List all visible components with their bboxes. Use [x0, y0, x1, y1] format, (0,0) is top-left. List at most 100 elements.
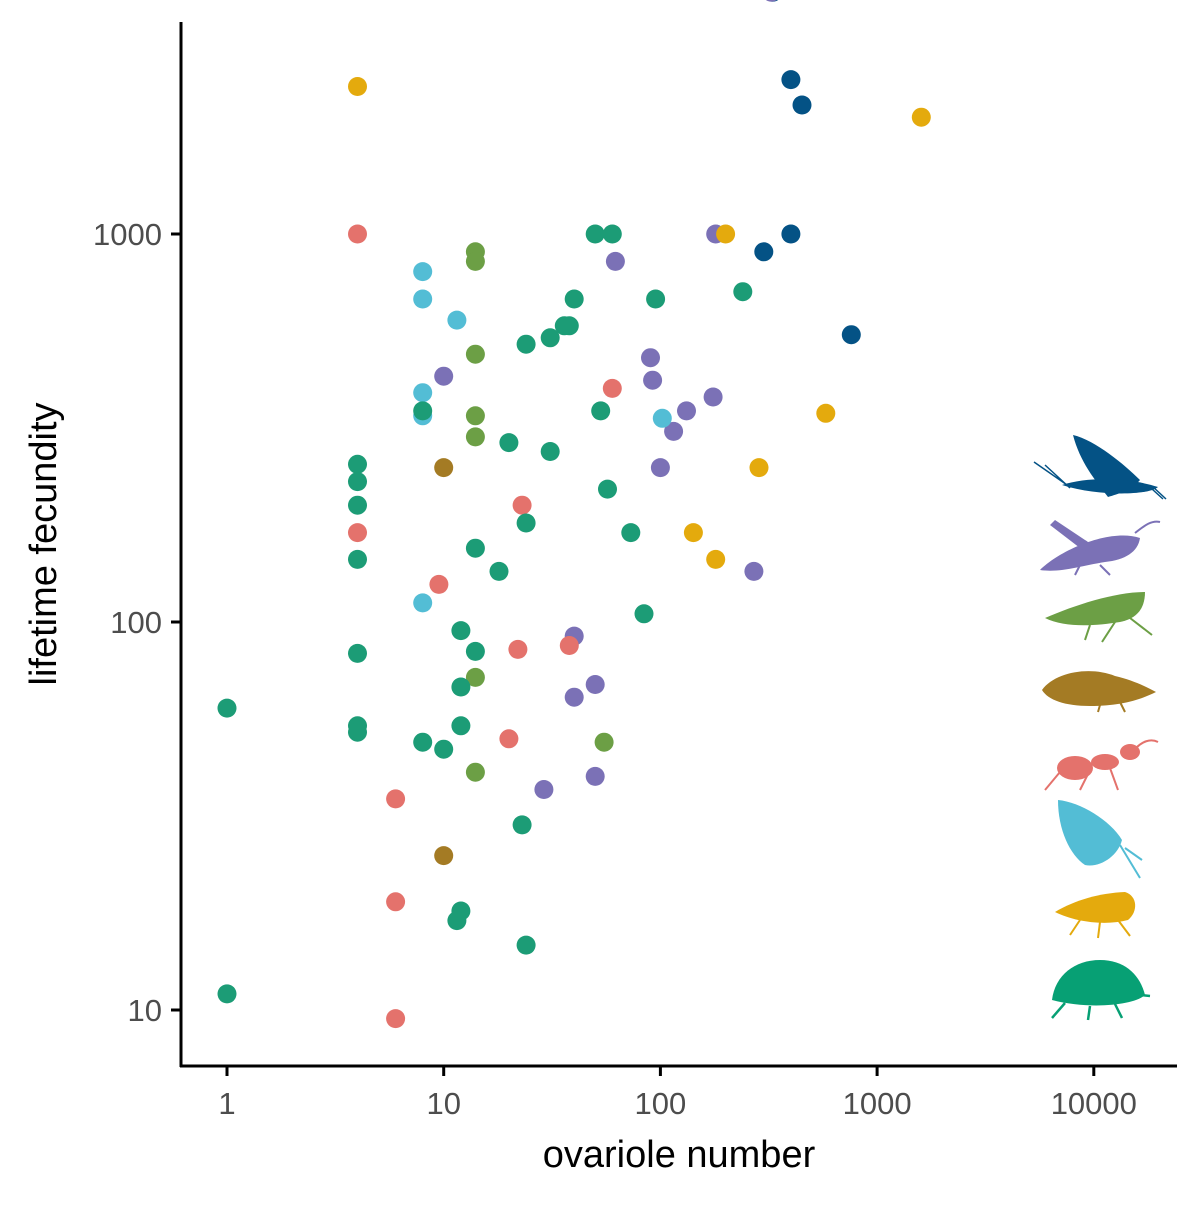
data-point — [434, 458, 454, 478]
data-point — [348, 549, 367, 569]
bedbug-icon — [1042, 671, 1156, 713]
data-point — [451, 677, 471, 697]
data-point — [652, 408, 672, 428]
data-point — [499, 433, 519, 453]
leafhopper-icon — [1045, 592, 1153, 643]
data-point — [703, 387, 723, 407]
data-point — [911, 107, 931, 127]
data-point — [508, 639, 528, 659]
x-tick-label: 1 — [218, 1086, 235, 1121]
data-point — [585, 766, 605, 786]
y-tick-label: 100 — [110, 605, 162, 640]
data-point — [465, 344, 485, 364]
data-point — [465, 406, 485, 426]
data-point — [465, 762, 485, 782]
data-point — [413, 262, 433, 282]
data-point — [646, 289, 666, 309]
data-point — [733, 282, 753, 302]
data-point — [512, 815, 532, 835]
data-point — [217, 984, 237, 1004]
data-point — [598, 479, 617, 499]
x-tick-label: 10 — [426, 1086, 460, 1121]
data-point — [348, 224, 367, 244]
ant-icon — [1044, 739, 1159, 791]
data-point — [781, 70, 801, 90]
data-point — [386, 1009, 406, 1029]
data-point — [716, 224, 736, 244]
data-points — [217, 0, 931, 1029]
data-point — [765, 0, 777, 2]
data-point — [683, 523, 703, 543]
data-point — [792, 95, 812, 115]
data-point — [641, 348, 660, 368]
data-point — [564, 687, 584, 707]
data-point — [585, 224, 605, 244]
data-point — [559, 316, 579, 336]
data-point — [564, 289, 584, 309]
y-tick-label: 10 — [128, 993, 162, 1028]
butterfly-icon — [1058, 800, 1143, 879]
data-point — [348, 454, 367, 474]
data-point — [348, 472, 367, 492]
data-point — [465, 641, 485, 661]
data-point — [559, 636, 579, 655]
x-tick-label: 10000 — [1051, 1086, 1137, 1121]
data-point — [621, 523, 641, 543]
data-point — [602, 224, 622, 244]
axis-ticks: 1 10 100 1000 10000 10 100 1000 — [93, 217, 1137, 1121]
data-point — [348, 495, 367, 515]
data-point — [386, 892, 406, 912]
data-point — [534, 780, 554, 799]
data-point — [434, 366, 454, 386]
data-point — [429, 574, 449, 594]
data-point — [512, 495, 532, 515]
data-point — [451, 716, 471, 736]
data-point — [348, 523, 367, 543]
data-point — [650, 458, 670, 478]
data-point — [605, 251, 625, 271]
data-point — [348, 722, 367, 742]
data-point — [451, 621, 471, 641]
data-point — [434, 846, 454, 866]
data-point — [465, 251, 485, 271]
data-point — [447, 310, 467, 330]
data-point — [499, 729, 519, 749]
data-point — [516, 334, 536, 354]
data-point — [465, 427, 485, 447]
data-point — [594, 732, 614, 752]
y-axis-title: lifetime fecundity — [23, 402, 65, 685]
data-point — [413, 401, 433, 421]
data-point — [781, 224, 801, 244]
data-point — [816, 403, 836, 423]
data-point — [516, 935, 536, 955]
data-point — [217, 698, 237, 718]
data-point — [591, 401, 611, 421]
data-point — [413, 593, 433, 613]
data-point — [413, 732, 433, 752]
data-point — [413, 289, 433, 309]
mayfly-icon — [1033, 435, 1167, 500]
x-axis-title: ovariole number — [543, 1134, 816, 1176]
data-point — [434, 739, 454, 759]
data-point — [706, 549, 726, 569]
data-point — [744, 561, 764, 581]
y-tick-label: 1000 — [93, 217, 162, 252]
data-point — [516, 513, 536, 533]
data-point — [749, 458, 769, 478]
data-point — [664, 421, 684, 441]
data-point — [540, 442, 560, 461]
data-point — [489, 561, 509, 581]
data-point — [447, 911, 467, 931]
x-tick-label: 1000 — [843, 1086, 912, 1121]
data-point — [841, 325, 861, 345]
data-point — [677, 401, 696, 421]
x-tick-label: 100 — [635, 1086, 687, 1121]
data-point — [465, 538, 485, 558]
grasshopper-icon — [1040, 520, 1161, 576]
data-point — [386, 789, 406, 809]
data-point — [465, 667, 485, 687]
data-point — [348, 77, 367, 96]
data-point — [643, 370, 663, 390]
